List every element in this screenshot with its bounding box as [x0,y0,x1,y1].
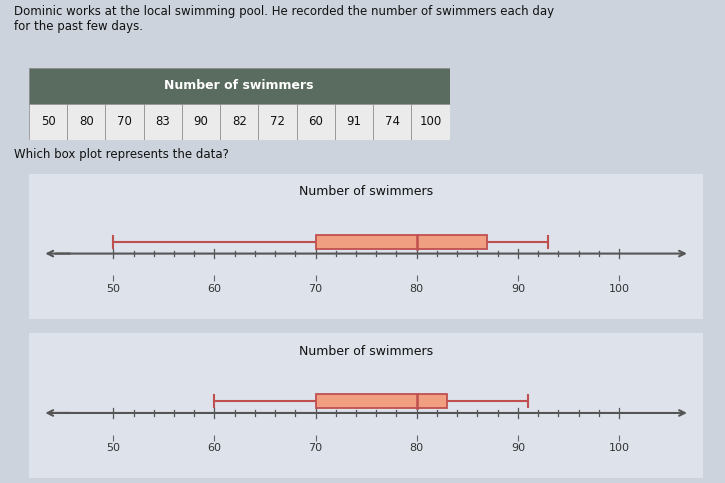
Text: 80: 80 [79,115,94,128]
Bar [335,104,373,140]
Bar [182,104,220,140]
Text: 90: 90 [194,115,209,128]
Text: 72: 72 [270,115,285,128]
Bar [315,394,447,408]
Bar [220,104,258,140]
Bar [144,104,182,140]
Bar [67,104,105,140]
Bar [258,104,297,140]
Bar [29,68,449,104]
Text: Dominic works at the local swimming pool. He recorded the number of swimmers eac: Dominic works at the local swimming pool… [14,5,555,33]
Text: 82: 82 [232,115,246,128]
Text: Number of swimmers: Number of swimmers [299,345,434,358]
Text: Number of swimmers: Number of swimmers [299,185,434,199]
Bar [315,235,487,249]
Text: 74: 74 [385,115,399,128]
Bar [29,104,67,140]
Bar [105,104,144,140]
Bar [373,104,411,140]
Bar [411,104,450,140]
Text: 83: 83 [155,115,170,128]
Text: 60: 60 [308,115,323,128]
Text: 70: 70 [117,115,132,128]
Text: 100: 100 [419,115,442,128]
Bar [297,104,335,140]
Text: 50: 50 [41,115,56,128]
Text: Which box plot represents the data?: Which box plot represents the data? [14,148,229,161]
Text: 91: 91 [347,115,362,128]
Text: Number of swimmers: Number of swimmers [165,79,314,92]
